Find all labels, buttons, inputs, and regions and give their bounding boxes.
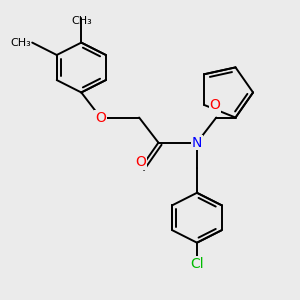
Text: O: O (95, 111, 106, 124)
Text: O: O (135, 155, 146, 169)
Text: CH₃: CH₃ (10, 38, 31, 48)
Text: CH₃: CH₃ (71, 16, 92, 26)
Text: N: N (192, 136, 202, 150)
Text: Cl: Cl (190, 257, 204, 271)
Text: O: O (209, 98, 220, 112)
